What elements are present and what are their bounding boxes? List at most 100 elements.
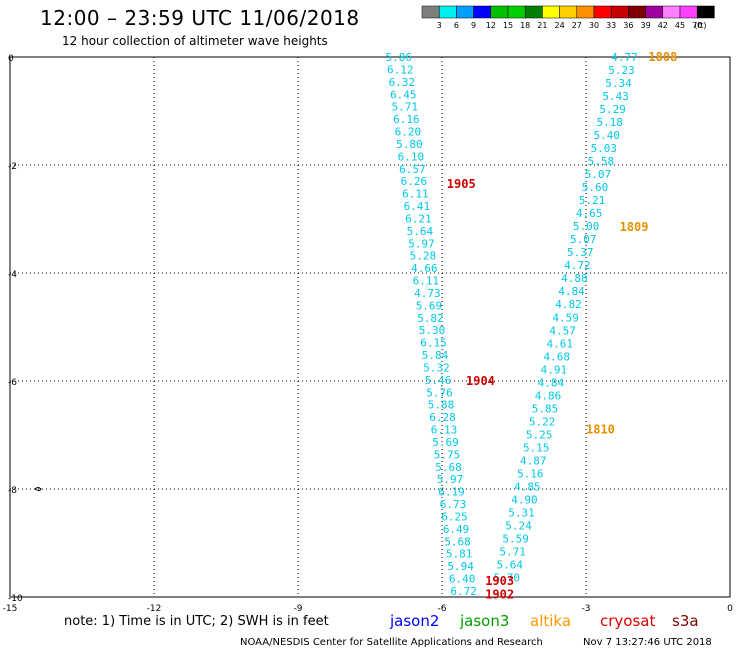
pass-label: 1810	[586, 423, 615, 437]
legend-swatch	[696, 5, 715, 19]
wave-height-value: 6.16	[393, 113, 420, 126]
wave-height-value: 5.30	[419, 324, 446, 337]
wave-height-value: 4.59	[552, 311, 579, 324]
island-marker	[34, 487, 42, 491]
y-tick-label: -2	[8, 162, 17, 172]
wave-height-value: 4.77	[611, 51, 638, 64]
wave-height-value: 5.34	[605, 77, 632, 90]
wave-height-value: 4.73	[414, 287, 441, 300]
wave-height-value: 5.97	[437, 473, 464, 486]
wave-height-value: 5.07	[585, 168, 612, 181]
pass-label: 1905	[447, 177, 476, 191]
legend-label: 33	[606, 21, 616, 30]
legend-swatch	[679, 5, 698, 19]
wave-height-value: 6.28	[429, 411, 456, 424]
legend-label: 27	[572, 21, 582, 30]
legend-label: 70	[692, 21, 702, 30]
legend-label: 12	[486, 21, 496, 30]
wave-height-value: 5.71	[499, 545, 526, 558]
legend-label: 30	[589, 21, 599, 30]
wave-height-value: 6.12	[387, 63, 414, 76]
wave-height-value: 6.49	[443, 523, 470, 536]
footer-credit: NOAA/NESDIS Center for Satellite Applica…	[240, 637, 543, 648]
satellite-label: s3a	[672, 612, 699, 630]
wave-height-value: 5.16	[517, 467, 544, 480]
satellite-label: jason2	[389, 612, 439, 630]
wave-height-value: 5.84	[422, 349, 449, 362]
wave-height-value: 6.41	[404, 200, 431, 213]
wave-height-value: 5.75	[434, 448, 461, 461]
wave-height-value: 5.37	[567, 246, 594, 259]
legend-label: 21	[537, 21, 547, 30]
wave-height-value: 4.86	[535, 389, 562, 402]
wave-height-value: 6.19	[438, 486, 465, 499]
legend-label: 24	[555, 21, 565, 30]
wave-height-value: 4.57	[549, 324, 576, 337]
wave-height-value: 5.23	[608, 64, 635, 77]
wave-height-value: 5.68	[444, 535, 471, 548]
legend-swatch	[490, 5, 509, 19]
wave-height-value: 5.97	[408, 237, 435, 250]
wave-height-value: 5.22	[529, 415, 556, 428]
legend-label: 18	[520, 21, 530, 30]
satellite-label: jason3	[459, 612, 509, 630]
wave-height-value: 4.82	[555, 298, 582, 311]
wave-height-value: 5.07	[570, 233, 597, 246]
wave-height-value: 4.65	[576, 207, 603, 220]
wave-height-value: 5.64	[496, 558, 523, 571]
legend-label: 9	[471, 21, 476, 30]
wave-height-value: 6.40	[449, 573, 476, 586]
wave-height-value: 6.15	[420, 337, 447, 350]
footer-note: note: 1) Time is in UTC; 2) SWH is in fe…	[64, 614, 329, 629]
wave-height-value: 4.90	[511, 493, 538, 506]
footer-timestamp: Nov 7 13:27:46 UTC 2018	[583, 637, 712, 648]
wave-height-value: 6.57	[399, 163, 426, 176]
map-frame	[9, 56, 731, 598]
wave-height-value: 5.21	[579, 194, 606, 207]
legend-swatch	[507, 5, 526, 19]
wave-height-value: 6.26	[401, 175, 428, 188]
wave-height-value: 6.32	[389, 76, 416, 89]
wave-height-value: 5.94	[447, 560, 474, 573]
legend-unit: (ft)	[694, 21, 706, 30]
wave-height-value: 5.64	[407, 225, 434, 238]
wave-height-value: 6.13	[431, 424, 458, 437]
legend-label: 3	[437, 21, 442, 30]
wave-height-value: 4.87	[520, 454, 547, 467]
wave-height-value: 6.21	[405, 212, 432, 225]
legend-swatch	[542, 5, 560, 19]
wave-height-value: 4.85	[514, 480, 541, 493]
wave-height-value: 5.46	[425, 374, 452, 387]
legend-swatch	[438, 5, 457, 19]
wave-height-value: 5.59	[502, 532, 529, 545]
wave-height-value: 4.84	[558, 285, 585, 298]
wave-height-value: 5.24	[505, 519, 532, 532]
wave-height-value: 4.84	[538, 376, 565, 389]
legend-swatch	[645, 5, 664, 19]
legend-label: 6	[454, 21, 459, 30]
x-tick-label: 0	[727, 604, 733, 614]
wave-height-value: 5.76	[426, 386, 453, 399]
wave-height-value: 4.91	[541, 363, 568, 376]
legend-label: 39	[641, 21, 651, 30]
legend-swatch	[662, 5, 681, 19]
satellite-legend: jason2 jason3 altika cryosat s3a	[389, 612, 699, 630]
legend-swatch	[628, 5, 646, 19]
pass-label: 1808	[648, 50, 677, 64]
legend-swatch	[473, 5, 492, 19]
y-tick-label: -4	[8, 270, 17, 280]
wave-height-value: 5.69	[432, 436, 459, 449]
wave-height-value: 5.71	[392, 101, 419, 114]
map-grid	[10, 56, 730, 597]
legend-swatch	[456, 5, 474, 19]
wave-height-value: 4.68	[544, 350, 571, 363]
legend-label: 15	[503, 21, 513, 30]
legend-swatch	[524, 5, 543, 19]
wave-height-value: 5.82	[417, 312, 444, 325]
legend-label: 42	[658, 21, 668, 30]
legend-swatch	[593, 5, 612, 19]
wave-height-value: 5.28	[410, 250, 437, 263]
wave-height-value: 5.43	[602, 90, 629, 103]
